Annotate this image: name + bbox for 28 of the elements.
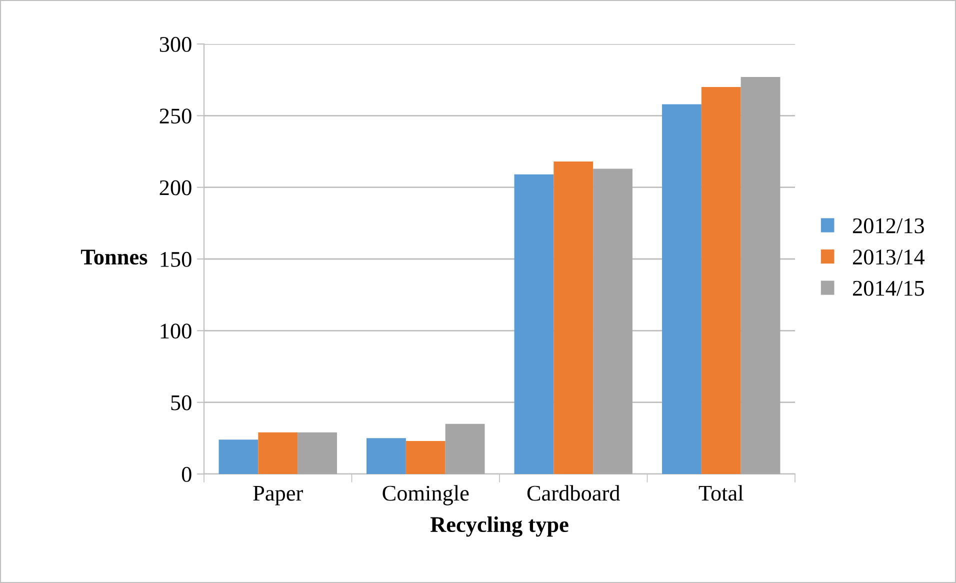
x-tick-label: Cardboard [527,485,620,501]
legend-label: 2013/14 [852,250,925,265]
y-tick-label: 100 [160,324,192,339]
y-tick-label: 200 [160,180,192,196]
bar [366,438,406,474]
x-tick-label: Paper [253,486,303,506]
bar [218,440,258,474]
bar [445,424,485,474]
bar [298,432,337,474]
bar [554,162,594,474]
bar [593,168,632,474]
y-tick-label: 150 [160,252,192,267]
x-tick-label: Total [698,485,744,501]
bar [701,87,741,474]
bar [662,104,702,474]
x-axis-title: Recycling type [430,516,568,537]
bar [258,432,298,474]
bar [514,174,554,474]
y-tick-label: 300 [160,36,192,52]
legend-label: 2012/13 [852,218,924,234]
y-tick-label: 50 [171,395,192,410]
y-tick-label: 0 [182,466,192,482]
x-tick-label: Comingle [382,485,469,506]
bar [406,441,446,474]
bar [740,76,780,474]
y-tick-label: 250 [160,108,192,124]
y-axis-title: Tonnes [80,250,148,265]
legend-label: 2014/15 [852,280,924,296]
